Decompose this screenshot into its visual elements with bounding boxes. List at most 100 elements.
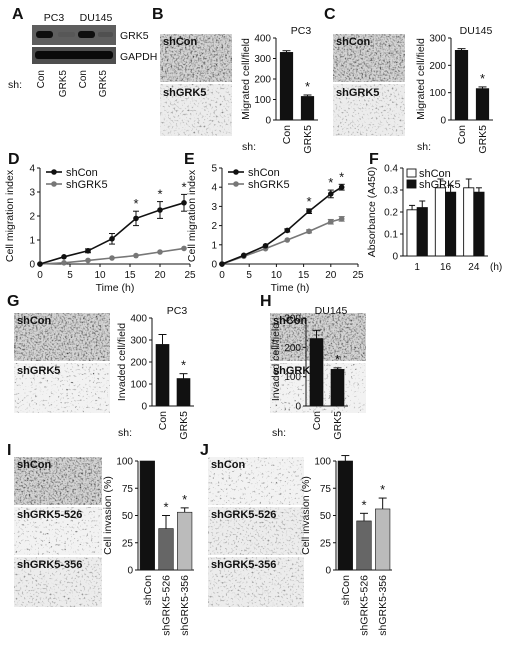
- blot-lane-label: Con: [78, 70, 89, 88]
- line-chart-pc3-migration-index: 0 1 2 3 4 Cell migration index 0 5 10 15 20 25 Time …: [4, 164, 196, 295]
- bar: [155, 344, 170, 407]
- significance-marker: *: [380, 482, 385, 497]
- y-tick-label: 300: [429, 34, 446, 45]
- data-point: [338, 184, 345, 190]
- panel-label-b: B: [152, 6, 164, 23]
- micrograph-b-shgrk5-label: shGRK5: [163, 87, 206, 99]
- micrograph-j-shgrk5-356-label: shGRK5-356: [211, 559, 276, 571]
- bar: [375, 508, 391, 571]
- significance-marker: *: [480, 71, 485, 86]
- y-axis-title: Cell invasion (%): [300, 476, 312, 555]
- x-tick-label: 0: [219, 270, 225, 281]
- panel-label-a: A: [12, 6, 24, 23]
- y-tick-label: 400: [254, 34, 271, 45]
- significance-marker: *: [182, 492, 187, 507]
- y-tick-label: 50: [122, 511, 134, 522]
- blot-band-2: [58, 32, 75, 37]
- panel-label-e: E: [184, 151, 195, 168]
- bar: [454, 49, 469, 121]
- significance-marker: *: [305, 79, 310, 94]
- data-point: [157, 207, 163, 213]
- legend-label: shCon: [248, 167, 280, 179]
- y-axis-title: Absorbance (A450): [366, 167, 378, 257]
- bar: [473, 191, 485, 257]
- category-label: shGRK5-356: [179, 575, 191, 636]
- legend-marker: [233, 169, 239, 175]
- bar: [158, 528, 174, 571]
- x-axis-title: Time (h): [271, 282, 310, 294]
- y-tick-label: 0: [141, 402, 147, 413]
- category-label: shGRK5-526: [161, 575, 173, 636]
- y-axis-title: Cell invasion (%): [102, 476, 114, 555]
- y-tick-label: 100: [130, 380, 147, 391]
- significance-marker: *: [328, 175, 333, 190]
- y-tick-label: 4: [211, 183, 217, 194]
- data-point: [181, 200, 187, 206]
- legend-marker: [233, 181, 239, 187]
- y-tick-label: 0: [265, 116, 271, 127]
- panel-label-i: I: [7, 442, 11, 459]
- blot-sh-prefix: sh:: [8, 79, 22, 91]
- significance-marker: *: [181, 358, 186, 373]
- panel-label-h: H: [260, 293, 272, 310]
- significance-marker: *: [335, 352, 340, 367]
- y-tick-label: 4: [29, 164, 35, 175]
- legend-label: shGRK5: [66, 179, 108, 191]
- significance-marker: *: [307, 194, 312, 209]
- micrograph-j-shcon-label: shCon: [211, 459, 246, 471]
- bar: [337, 460, 353, 571]
- y-tick-label: 200: [254, 75, 271, 86]
- micrograph-j-shgrk5-356: [208, 557, 304, 607]
- y-tick-label: 0.4: [384, 164, 398, 175]
- y-tick-label: 0: [127, 566, 133, 577]
- axis-prefix: sh:: [242, 141, 256, 153]
- y-tick-label: 25: [320, 538, 332, 549]
- x-tick-label: 5: [67, 270, 73, 281]
- y-axis-title: Cell migration index: [4, 169, 16, 262]
- bar: [176, 378, 191, 407]
- data-point: [328, 218, 334, 225]
- chart-title: PC3: [291, 25, 312, 37]
- y-axis-title: Migrated cell/field: [415, 38, 427, 120]
- y-tick-label: 0: [440, 116, 446, 127]
- legend-label: shCon: [419, 168, 451, 180]
- y-axis-title: Invaded cell/field: [116, 323, 128, 401]
- y-tick-label: 300: [130, 336, 147, 347]
- micrograph-c-shgrk5: [333, 84, 405, 136]
- bar: [475, 88, 490, 121]
- y-tick-label: 75: [320, 484, 332, 495]
- x-tick-label: 10: [94, 270, 106, 281]
- data-point: [306, 208, 312, 214]
- micrograph-i-shgrk5-356: [14, 557, 102, 607]
- y-tick-label: 1: [211, 240, 217, 251]
- y-tick-label: 3: [211, 202, 217, 213]
- blot-band-5: [35, 51, 113, 59]
- category-label: GRK5: [332, 411, 344, 440]
- blot-lane-label: GRK5: [58, 70, 69, 98]
- data-point: [240, 252, 247, 259]
- data-point: [262, 242, 269, 249]
- blot-lane-label: GRK5: [98, 70, 109, 98]
- y-tick-label: 0: [392, 252, 398, 263]
- blot-band-4: [98, 32, 113, 37]
- micrograph-c-shcon-label: shCon: [336, 36, 371, 48]
- y-tick-label: 5: [211, 164, 217, 175]
- x-tick-label: 16: [440, 262, 452, 273]
- category-label: Con: [311, 411, 323, 430]
- blot-row-grk5: GRK5: [120, 30, 149, 42]
- x-axis-title: Time (h): [96, 282, 135, 294]
- panel-label-f: F: [369, 151, 379, 168]
- data-point: [85, 257, 91, 264]
- x-tick-label: 5: [246, 270, 252, 281]
- micrograph-c-shcon: [333, 34, 405, 82]
- micrograph-j-shgrk5-526: [208, 507, 304, 555]
- y-tick-label: 400: [130, 314, 147, 325]
- y-axis-title: Migrated cell/field: [240, 38, 252, 120]
- y-tick-label: 100: [116, 457, 133, 468]
- data-point: [284, 237, 291, 243]
- panel-label-j: J: [200, 442, 209, 459]
